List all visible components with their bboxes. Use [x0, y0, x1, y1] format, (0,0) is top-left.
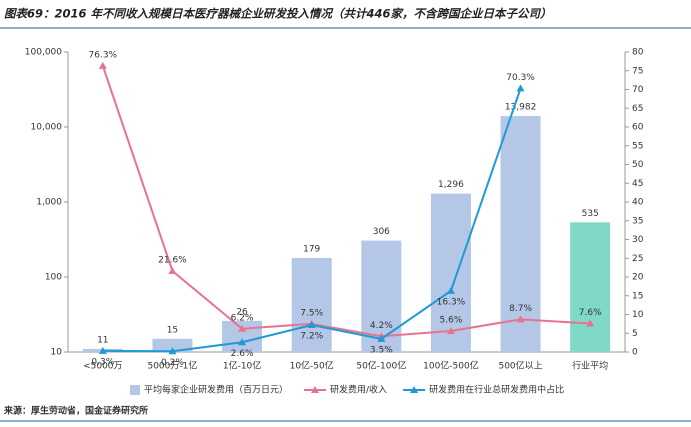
y2-tick-label: 25	[632, 254, 643, 264]
x-tick-label: 5000万-1亿	[147, 360, 197, 372]
point-label: 3.5%	[370, 345, 393, 355]
bar	[291, 258, 332, 352]
bar	[152, 338, 193, 352]
y2-tick-label: 10	[632, 310, 644, 320]
y2-tick-label: 35	[632, 216, 643, 226]
x-tick-label: 1亿-10亿	[223, 360, 261, 372]
marker	[586, 319, 595, 327]
y2-tick-label: 20	[632, 273, 644, 283]
x-tick-label: <5000万	[83, 362, 122, 372]
point-label: 76.3%	[89, 50, 118, 60]
marker	[168, 267, 177, 274]
marker	[238, 338, 247, 346]
point-label: 16.3%	[437, 297, 466, 307]
x-tick-label: 10亿-50亿	[290, 360, 334, 372]
bar-label: 535	[582, 209, 599, 219]
x-tick-label: 50亿-100亿	[356, 360, 406, 372]
legend-label: 研发费用在行业总研发费用中占比	[429, 384, 564, 396]
bar	[570, 222, 611, 352]
y2-tick-label: 45	[632, 179, 643, 189]
y-tick-label: 100,000	[25, 48, 62, 58]
chart-title: 图表69：2016 年不同收入规模日本医疗器械企业研发投入情况（共计446家，不…	[4, 7, 552, 21]
y-tick-label: 10,000	[31, 123, 63, 133]
y2-tick-label: 60	[632, 123, 644, 133]
y2-tick-label: 30	[632, 235, 644, 245]
point-label: 7.2%	[300, 332, 323, 342]
marker	[238, 324, 247, 332]
bar-label: 1,296	[438, 180, 464, 190]
line	[101, 65, 591, 338]
y2-tick-label: 65	[632, 104, 643, 114]
bar-label: 306	[373, 227, 390, 237]
y-tick-label: 10	[51, 348, 63, 358]
y2-tick-label: 5	[632, 329, 638, 339]
y2-tick-label: 75	[632, 66, 643, 76]
bar-label: 15	[167, 325, 178, 335]
bar	[500, 116, 541, 352]
y2-tick-label: 40	[632, 198, 644, 208]
legend-marker	[410, 386, 419, 393]
point-label: 6.2%	[231, 313, 254, 323]
x-tick-label: 500亿以上	[498, 360, 542, 372]
bar-label: 179	[303, 245, 320, 255]
x-tick-label: 行业平均	[572, 360, 608, 372]
point-label: 5.6%	[440, 316, 463, 326]
point-label: 70.3%	[506, 73, 535, 83]
x-tick-label: 100亿-500亿	[423, 360, 479, 372]
marker	[446, 286, 455, 294]
point-label: 4.2%	[370, 321, 393, 331]
point-label: 21.6%	[158, 256, 187, 266]
point-label: 7.5%	[300, 308, 323, 318]
point-label: 2.6%	[231, 349, 254, 359]
point-label: 8.7%	[509, 304, 532, 314]
marker	[516, 84, 525, 92]
y-tick-label: 100	[45, 273, 62, 283]
y2-tick-label: 50	[632, 160, 644, 170]
point-label: 0.2%	[161, 358, 184, 368]
legend-marker	[311, 386, 320, 393]
bar-label: 13,982	[505, 103, 537, 113]
marker	[98, 61, 107, 69]
marker	[516, 315, 525, 323]
legend-label: 研发费用/收入	[330, 384, 387, 396]
marker	[98, 346, 107, 354]
point-label: 7.6%	[579, 308, 602, 318]
marker	[307, 321, 316, 328]
point-label: 0.3%	[91, 357, 114, 367]
y2-tick-label: 80	[632, 48, 644, 58]
y2-tick-label: 15	[632, 291, 643, 301]
bar-label: 26	[236, 307, 248, 317]
legend-label: 平均每家企业研发费用（百万日元）	[144, 384, 288, 396]
source: 来源：厚生劳动省，国金证券研究所	[3, 405, 148, 417]
marker	[446, 327, 455, 334]
y2-tick-label: 0	[632, 348, 638, 358]
bar-label: 11	[97, 335, 108, 345]
marker	[168, 347, 177, 355]
bar	[430, 193, 471, 352]
y2-tick-label: 70	[632, 85, 644, 95]
marker	[377, 334, 386, 342]
y2-tick-label: 55	[632, 141, 643, 151]
y-tick-label: 1,000	[36, 198, 62, 208]
legend-swatch	[130, 385, 140, 395]
